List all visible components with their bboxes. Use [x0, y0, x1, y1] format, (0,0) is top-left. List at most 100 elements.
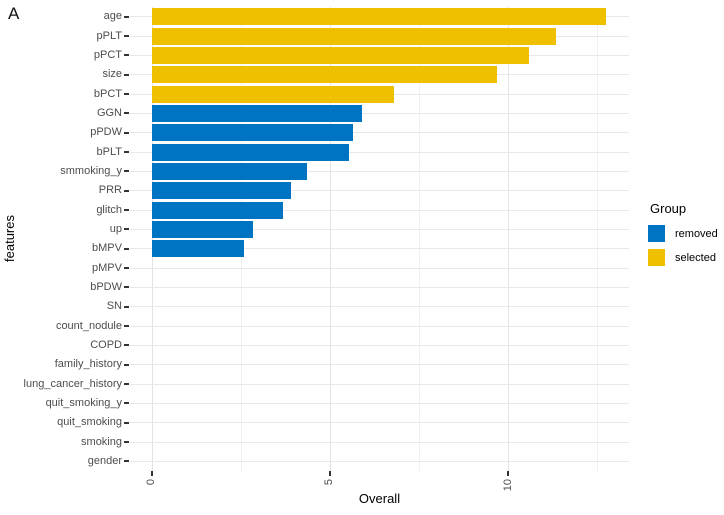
- legend: Group removed selected: [648, 201, 718, 273]
- x-tick-mark: [150, 471, 153, 476]
- feature-bar: [151, 124, 353, 142]
- y-gridline: [130, 286, 629, 288]
- y-tick-label: bMPV: [92, 242, 122, 255]
- y-tick-label: quit_smoking_y: [45, 396, 122, 409]
- x-major-gridline: [151, 7, 153, 471]
- y-tick-label: size: [102, 68, 122, 81]
- legend-entry: selected: [648, 249, 718, 266]
- y-gridline: [130, 460, 629, 462]
- y-tick-label: pMPV: [92, 261, 122, 274]
- y-gridline: [130, 267, 629, 269]
- feature-bar: [151, 66, 498, 84]
- y-gridline: [130, 422, 629, 424]
- y-tick-label: SN: [106, 300, 122, 313]
- y-gridline: [130, 132, 629, 134]
- feature-bar: [151, 162, 307, 180]
- y-gridline: [130, 344, 629, 346]
- x-tick-mark: [328, 471, 331, 476]
- y-gridline: [130, 325, 629, 327]
- y-tick-mark: [124, 267, 129, 269]
- x-minor-gridline: [418, 7, 420, 471]
- x-tick-label: 10: [501, 479, 514, 492]
- feature-bar: [151, 8, 607, 26]
- y-tick-mark: [124, 189, 129, 192]
- y-tick-mark: [124, 344, 129, 347]
- legend-key-swatch: [648, 225, 665, 242]
- y-tick-mark: [124, 421, 129, 424]
- y-tick-mark: [124, 170, 129, 173]
- panel-tag: A: [8, 4, 20, 23]
- feature-bar: [151, 240, 245, 258]
- y-tick-mark: [124, 73, 129, 76]
- feature-bar: [151, 27, 557, 45]
- y-tick-label: pPDW: [90, 126, 122, 139]
- y-tick-mark: [124, 151, 129, 153]
- y-tick-label: up: [109, 222, 122, 235]
- y-tick-mark: [124, 112, 129, 115]
- y-tick-mark: [124, 131, 129, 134]
- feature-bar: [151, 104, 362, 122]
- y-tick-mark: [124, 247, 129, 250]
- y-gridline: [130, 441, 629, 443]
- y-gridline: [130, 383, 629, 385]
- y-gridline: [130, 190, 629, 192]
- y-tick-label: count_nodule: [55, 319, 122, 332]
- y-tick-mark: [124, 15, 129, 18]
- x-minor-gridline: [240, 7, 242, 471]
- y-tick-label: smmoking_y: [60, 164, 122, 177]
- x-tick-mark: [507, 471, 510, 476]
- y-tick-label: bPDW: [90, 280, 122, 293]
- x-minor-gridline: [597, 7, 599, 471]
- y-tick-label: quit_smoking: [57, 416, 122, 429]
- y-gridline: [130, 364, 629, 366]
- y-tick-mark: [124, 35, 129, 37]
- y-tick-mark: [124, 93, 129, 95]
- y-tick-mark: [124, 286, 129, 289]
- x-tick-label: 5: [323, 479, 336, 486]
- y-gridline: [130, 306, 629, 308]
- legend-entry: removed: [648, 225, 718, 242]
- x-tick-label: 0: [145, 479, 157, 486]
- feature-bar: [151, 201, 284, 219]
- y-tick-label: lung_cancer_history: [23, 377, 122, 390]
- legend-title: Group: [650, 201, 687, 216]
- legend-key-swatch: [648, 249, 665, 266]
- y-gridline: [130, 112, 629, 114]
- y-tick-label: bPLT: [96, 145, 122, 158]
- y-tick-mark: [124, 441, 129, 443]
- y-tick-label: PRR: [98, 184, 122, 197]
- y-axis-title: features: [2, 215, 17, 262]
- y-tick-mark: [124, 363, 129, 366]
- y-tick-mark: [124, 228, 129, 231]
- y-tick-label: glitch: [96, 203, 122, 216]
- x-major-gridline: [508, 7, 510, 471]
- y-gridline: [130, 228, 629, 230]
- y-tick-mark: [124, 209, 129, 211]
- y-tick-mark: [124, 383, 129, 385]
- y-tick-mark: [124, 54, 129, 57]
- y-gridline: [130, 248, 629, 250]
- feature-bar: [151, 85, 394, 103]
- feature-bar: [151, 46, 530, 64]
- y-tick-label: pPLT: [96, 29, 122, 42]
- y-tick-mark: [124, 305, 129, 308]
- y-tick-mark: [124, 460, 129, 463]
- y-gridline: [130, 402, 629, 404]
- legend-entry-label: selected: [675, 251, 716, 264]
- y-gridline: [130, 170, 629, 172]
- plot-panel: [130, 7, 629, 471]
- y-tick-label: pPCT: [93, 48, 122, 61]
- y-gridline: [130, 151, 629, 153]
- y-tick-label: GGN: [96, 106, 122, 119]
- y-tick-label: bPCT: [93, 87, 122, 100]
- y-tick-label: gender: [87, 454, 122, 467]
- legend-entry-label: removed: [675, 227, 718, 240]
- x-axis-title: Overall: [358, 491, 401, 506]
- legend-entries: removed selected: [648, 225, 718, 266]
- y-tick-label: age: [103, 10, 122, 23]
- x-major-gridline: [329, 7, 331, 471]
- y-tick-mark: [124, 402, 129, 405]
- feature-bar: [151, 182, 291, 200]
- y-tick-mark: [124, 325, 129, 327]
